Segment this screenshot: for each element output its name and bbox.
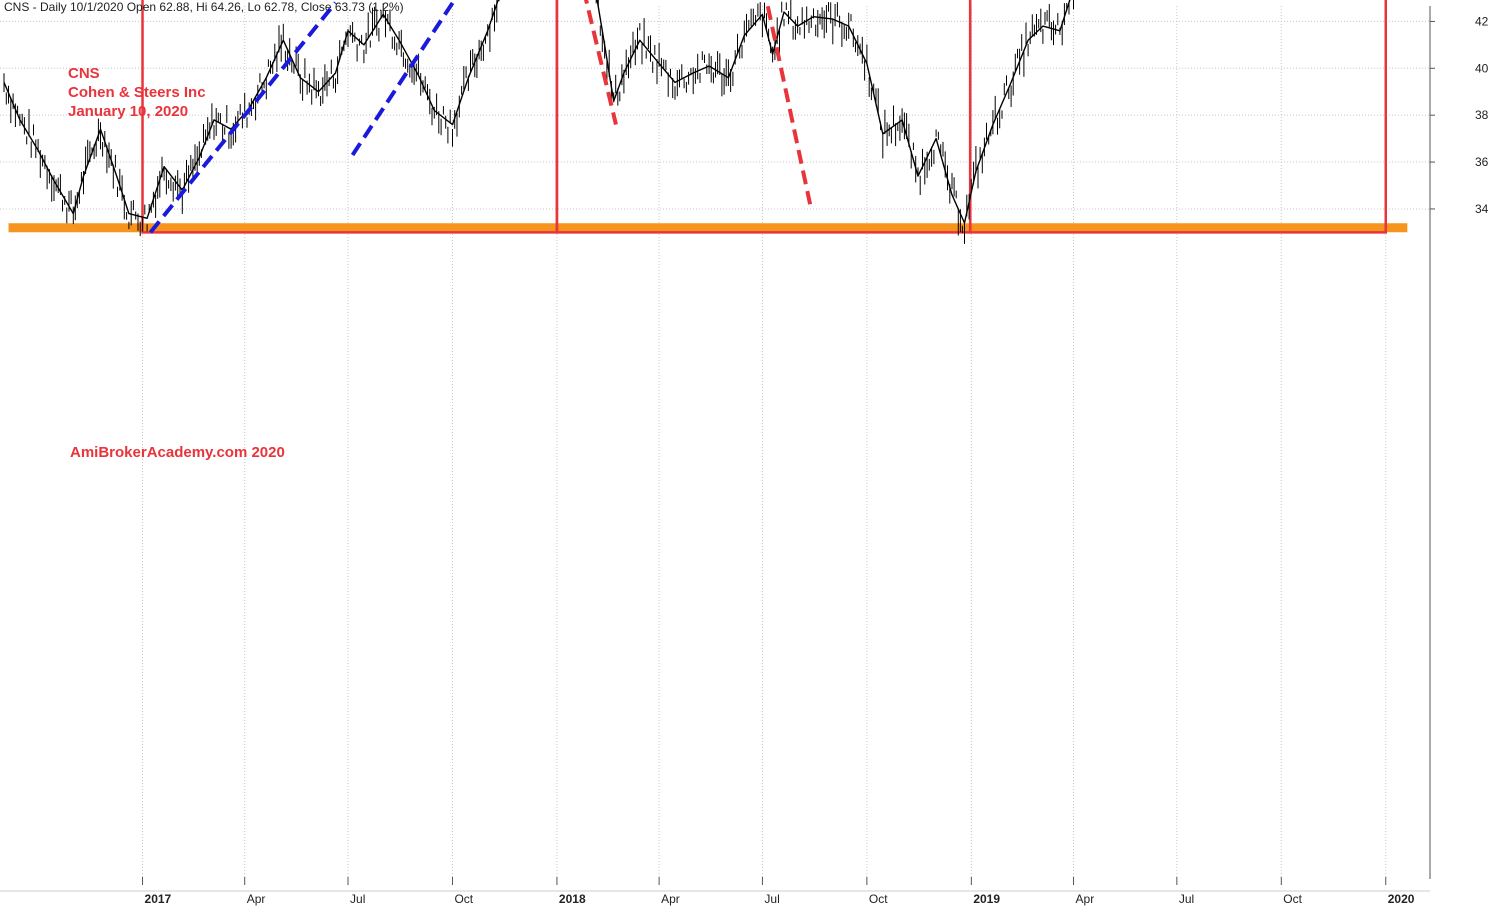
y-tick-label: 34 [1475, 202, 1489, 216]
uptrend-line [148, 1, 338, 234]
annotation-block: CNS Cohen & Steers Inc January 10, 2020 [68, 64, 206, 121]
y-tick-label: 38 [1475, 108, 1489, 122]
x-grid [142, 6, 1387, 879]
y-axis: 34363840424446485052545658606264666870 [1429, 6, 1489, 879]
price-line [3, 0, 1071, 224]
company-label: Cohen & Steers Inc [68, 84, 206, 101]
trend-lines [148, 0, 813, 234]
x-tick-label: Apr [247, 892, 266, 906]
x-tick-label: Apr [1076, 892, 1095, 906]
x-tick-label: 2020 [1388, 892, 1415, 906]
x-tick-label: Jul [764, 892, 779, 906]
y-tick-label: 36 [1475, 155, 1489, 169]
grid [0, 20, 1430, 210]
date-label: January 10, 2020 [68, 103, 189, 120]
uptrend-line [350, 0, 457, 157]
x-tick-label: Jul [1179, 892, 1194, 906]
range-box [555, 0, 972, 234]
ticker-label: CNS [68, 65, 100, 82]
x-tick-label: Oct [454, 892, 473, 906]
x-tick-label: 2017 [145, 892, 172, 906]
x-tick-label: Oct [1283, 892, 1302, 906]
watermark-label: AmiBrokerAcademy.com 2020 [70, 444, 285, 461]
x-tick-label: 2019 [973, 892, 1000, 906]
price-series [3, 0, 1074, 244]
x-tick-label: Apr [661, 892, 680, 906]
downtrend-line [584, 0, 618, 126]
x-tick-label: 2018 [559, 892, 586, 906]
y-tick-label: 42 [1475, 14, 1489, 28]
x-axis: 2017 Apr Jul Oct 2018 Apr Jul Oct 2019 Apr Jul Oct 2… [0, 877, 1430, 906]
range-boxes [141, 0, 1388, 234]
range-box [968, 0, 1388, 234]
y-tick-label: 40 [1475, 61, 1489, 75]
x-tick-label: Oct [869, 892, 888, 906]
chart-header: CNS - Daily 10/1/2020 Open 62.88, Hi 64.… [4, 0, 404, 14]
x-tick-label: Jul [350, 892, 365, 906]
